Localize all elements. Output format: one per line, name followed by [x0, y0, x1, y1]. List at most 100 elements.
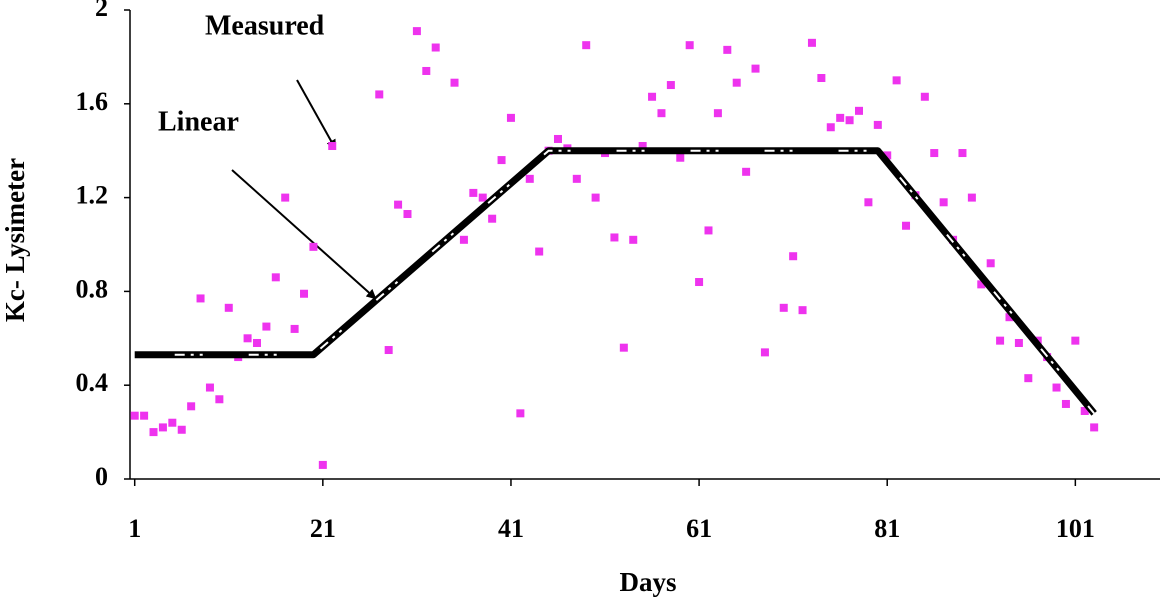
y-axis-title: Kc- Lysimeter [0, 158, 30, 322]
data-point [318, 460, 327, 469]
data-point [262, 322, 271, 331]
data-point [412, 27, 421, 36]
data-point [205, 383, 214, 392]
x-tick-label: 101 [1056, 514, 1095, 543]
data-point [892, 76, 901, 85]
data-point [582, 41, 591, 50]
trend-line [134, 147, 1097, 416]
data-point [187, 402, 196, 411]
data-point [130, 411, 139, 420]
data-point [328, 142, 337, 151]
data-point [149, 428, 158, 437]
data-point [789, 252, 798, 261]
data-point [300, 289, 309, 298]
annotation: Measured [205, 10, 325, 41]
data-point [648, 92, 657, 101]
y-tick-label: 2 [95, 0, 108, 22]
data-point [873, 120, 882, 129]
data-point [168, 418, 177, 427]
data-point [742, 167, 751, 176]
data-point [252, 338, 261, 347]
data-point [666, 81, 675, 90]
data-point [196, 294, 205, 303]
y-tick-label: 0.4 [76, 368, 109, 397]
y-tick-label: 0.8 [76, 274, 109, 303]
data-point [751, 64, 760, 73]
y-tick-label: 1.6 [76, 87, 109, 116]
x-axis-title: Days [619, 567, 676, 597]
data-point [281, 193, 290, 202]
data-point [1080, 406, 1089, 415]
data-point [939, 198, 948, 207]
x-tick-label: 1 [128, 514, 141, 543]
x-tick-label: 81 [874, 514, 900, 543]
data-point [469, 188, 478, 197]
data-point [817, 74, 826, 83]
data-point [384, 346, 393, 355]
data-point [375, 90, 384, 99]
data-point [516, 409, 525, 418]
data-point [902, 221, 911, 230]
data-point [243, 334, 252, 343]
data-point [422, 66, 431, 75]
data-point [836, 113, 845, 122]
data-point [685, 41, 694, 50]
data-point [610, 233, 619, 242]
data-point [958, 149, 967, 158]
data-point [535, 247, 544, 256]
data-point [798, 306, 807, 315]
data-point [977, 280, 986, 289]
data-point [215, 395, 224, 404]
data-point [158, 423, 167, 432]
data-point [478, 193, 487, 202]
data-point [224, 303, 233, 312]
data-point [553, 134, 562, 143]
data-point [807, 38, 816, 47]
data-point [1090, 423, 1099, 432]
data-point [271, 273, 280, 282]
data-point [854, 106, 863, 115]
data-point [309, 242, 318, 251]
data-point [1052, 383, 1061, 392]
data-point [920, 92, 929, 101]
data-point [572, 174, 581, 183]
data-point [431, 43, 440, 52]
data-point [488, 214, 497, 223]
data-point [619, 343, 628, 352]
data-point [1071, 336, 1080, 345]
data-point [986, 259, 995, 268]
data-point [525, 174, 534, 183]
data-point [695, 278, 704, 287]
y-tick-label: 0 [95, 462, 108, 491]
data-point [826, 123, 835, 132]
annotation: Linear [158, 106, 239, 137]
data-point [629, 235, 638, 244]
data-point [676, 153, 685, 162]
annotation-arrow [296, 79, 336, 150]
data-point [967, 193, 976, 202]
data-point [1005, 313, 1014, 322]
data-point [450, 78, 459, 87]
data-point [704, 226, 713, 235]
data-point [657, 109, 666, 118]
x-tick-label: 41 [498, 514, 524, 543]
data-point [177, 425, 186, 434]
data-point [1024, 374, 1033, 383]
data-point [497, 156, 506, 165]
data-point [723, 45, 732, 54]
data-point [845, 116, 854, 125]
data-point [591, 193, 600, 202]
data-point [638, 142, 647, 151]
data-point [290, 324, 299, 333]
y-tick-label: 1.2 [76, 181, 109, 210]
data-point [1014, 338, 1023, 347]
data-point [732, 78, 741, 87]
data-point [930, 149, 939, 158]
trend-line-dash [134, 149, 1095, 414]
data-point [1061, 399, 1070, 408]
data-point [394, 200, 403, 209]
data-point [883, 151, 892, 160]
x-tick-label: 61 [686, 514, 712, 543]
data-point [779, 303, 788, 312]
x-tick-label: 21 [310, 514, 336, 543]
